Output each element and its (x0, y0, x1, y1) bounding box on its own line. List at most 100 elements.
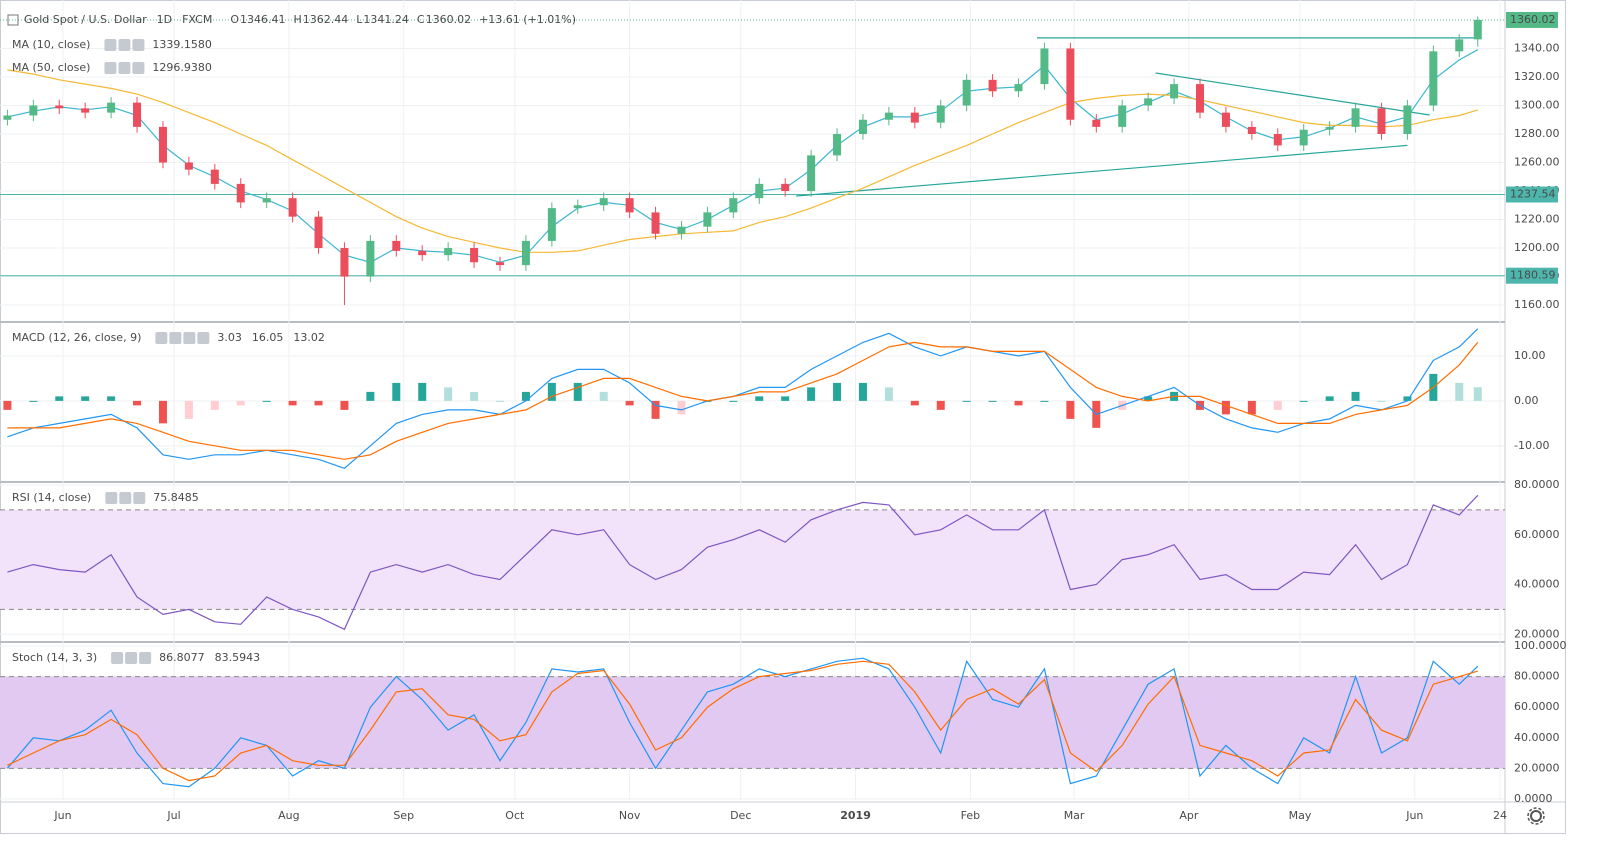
candle-body (418, 250, 427, 256)
x-tick-label: Nov (619, 809, 641, 822)
candle-body (470, 248, 479, 263)
candle-body (1196, 84, 1204, 113)
candle-body (807, 155, 816, 192)
legend-text: O (230, 13, 239, 26)
histogram-bar (1455, 382, 1464, 401)
candle-body (1473, 19, 1482, 40)
histogram-bar (858, 382, 867, 401)
histogram-bar (729, 400, 738, 402)
histogram-bar (1325, 396, 1334, 401)
histogram-bar (81, 396, 90, 401)
y-tick-label: 0.0000 (1514, 792, 1553, 805)
indicator-line (7, 660, 1478, 782)
x-tick-label: Feb (961, 809, 980, 822)
candle-body (884, 112, 893, 120)
histogram-bar (158, 400, 167, 424)
candle-body (29, 105, 38, 116)
level-label-bg (1506, 267, 1558, 284)
x-tick-label: Aug (278, 809, 299, 822)
legend-icon (104, 62, 117, 74)
band (0, 676, 1505, 769)
candle-body (1247, 126, 1256, 134)
y-tick-label: 80.0000 (1514, 670, 1560, 683)
candle-body (1455, 39, 1464, 52)
plot-layer (0, 0, 1505, 800)
candle-body (81, 108, 90, 113)
y-tick-label: 1340.00 (1514, 41, 1560, 54)
histogram-bar (1473, 387, 1482, 401)
histogram-bar (107, 396, 116, 401)
candle-body (210, 169, 219, 184)
candle-body (1377, 108, 1386, 134)
y-tick-label: 1320.00 (1514, 70, 1560, 83)
histogram-bar (1221, 400, 1230, 415)
histogram-bar (833, 382, 842, 401)
histogram-bar (184, 400, 193, 419)
band (0, 509, 1505, 610)
legend-text: 1346.41 (240, 13, 286, 26)
histogram-bar (392, 382, 401, 401)
y-tick-label: 1280.00 (1514, 127, 1560, 140)
candle-body (651, 212, 660, 234)
histogram-bar (1247, 400, 1256, 415)
macd-line (7, 341, 1479, 460)
histogram-bar (1273, 400, 1282, 410)
x-tick-label: 2019 (840, 809, 871, 822)
legend-text: 1296.9380 (152, 61, 212, 74)
ma-line (7, 69, 1478, 253)
y-tick-label: 20.0000 (1514, 761, 1560, 774)
histogram-bar (910, 400, 919, 406)
legend-icon (183, 332, 196, 344)
candle-body (392, 240, 401, 251)
y-tick-label: 60.0000 (1514, 700, 1560, 713)
histogram-bar (547, 382, 556, 401)
legend-text: H (293, 13, 301, 26)
histogram-bar (807, 387, 816, 401)
legend-text: 16.05 (252, 331, 284, 344)
histogram-bar (599, 391, 608, 401)
candle-body (1014, 84, 1023, 92)
x-tick-label: Dec (730, 809, 751, 822)
histogram-bar (366, 391, 375, 401)
histogram-bar (314, 400, 323, 406)
candle-body (1066, 48, 1075, 120)
candle-body (573, 205, 582, 209)
histogram-bar (1144, 396, 1153, 401)
candle-body (1118, 105, 1127, 127)
candle-body (1092, 119, 1101, 127)
legend-text: +13.61 (+1.01%) (479, 13, 576, 26)
y-tick-label: 80.0000 (1514, 478, 1560, 491)
legend-text: 1360.02 (426, 13, 472, 26)
legend-text: MA (10, close) (12, 38, 90, 51)
legend-icon (105, 492, 118, 504)
histogram-bar (55, 396, 64, 401)
legend-text: 75.8485 (153, 491, 199, 504)
x-tick-label: Jul (166, 809, 180, 822)
candle-body (1403, 105, 1412, 134)
last-price-label: 1360.02 (1510, 13, 1556, 26)
histogram-bar (496, 400, 504, 402)
candle-body (547, 208, 556, 241)
candle-body (184, 162, 193, 170)
macd-line (7, 328, 1479, 469)
candle-body (962, 79, 971, 106)
y-tick-label: 1300.00 (1514, 98, 1560, 111)
y-tick-label: 1160.00 (1514, 298, 1560, 311)
histogram-bar (1040, 400, 1049, 402)
x-tick-label: Jun (53, 809, 71, 822)
candle-body (1170, 84, 1179, 99)
level-label: 1237.54 (1510, 188, 1556, 201)
settings-icon[interactable] (1527, 807, 1545, 825)
candle-body (677, 226, 686, 234)
legend-icon (197, 332, 210, 344)
legend-icon (119, 492, 132, 504)
last-price-bg (1506, 11, 1558, 28)
candle-body (703, 212, 712, 227)
legend-layer: Gold Spot / U.S. Dollar 1D FXCM O 1346.41 H 13… (7, 13, 576, 664)
candle-body (858, 119, 867, 134)
trend-line (1155, 72, 1430, 116)
collapse-icon (7, 14, 19, 26)
x-tick-label: May (1289, 809, 1312, 822)
candle-body (936, 105, 945, 123)
level-label: 1180.59 (1510, 269, 1556, 282)
